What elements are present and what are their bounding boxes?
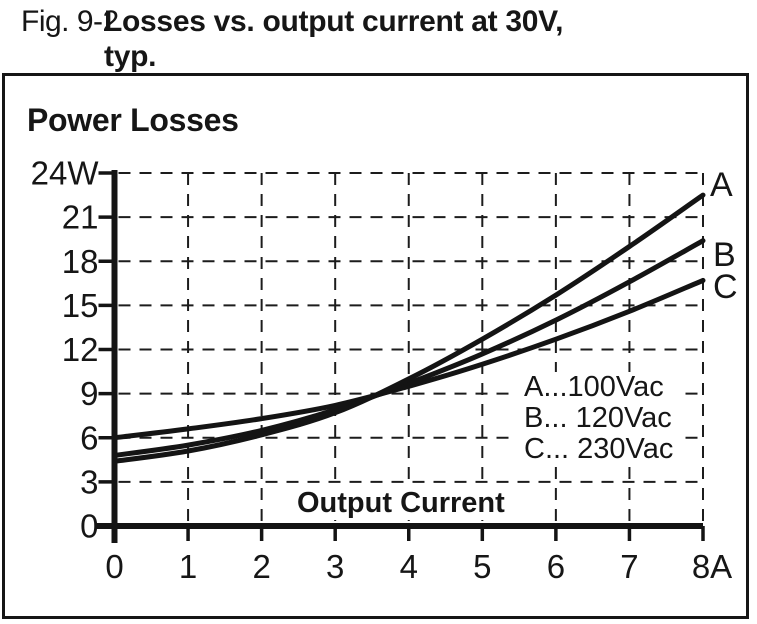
curve-C	[112, 277, 706, 441]
figure-number: Fig. 9-2	[21, 5, 119, 38]
y-tick-label-15: 15	[62, 287, 99, 324]
legend-entry-b: B... 120Vac	[524, 402, 672, 434]
curve-A	[112, 192, 706, 464]
curve-B	[112, 238, 706, 458]
y-tick-label-3: 3	[80, 463, 98, 500]
x-tick-label-5: 5	[473, 548, 491, 585]
x-axis-title: Output Current	[292, 487, 510, 520]
figure-title: Losses vs. output current at 30V, typ.	[104, 4, 563, 74]
figure-title-line2: typ.	[104, 40, 157, 73]
y-axis-title: Power Losses	[27, 102, 239, 138]
legend-entry-a: A...100Vac	[524, 371, 664, 403]
x-tick-label-7: 7	[620, 548, 638, 585]
curve-label-c: C	[713, 268, 738, 306]
x-tick-label-4: 4	[400, 548, 418, 585]
x-tick-label-1: 1	[179, 548, 197, 585]
y-tick-label-12: 12	[62, 331, 99, 368]
figure-title-line1: Losses vs. output current at 30V,	[104, 5, 564, 38]
curve-label-a: A	[710, 166, 733, 204]
y-tick-label-6: 6	[80, 419, 98, 456]
x-tick-label-6: 6	[547, 548, 565, 585]
y-tick-label-18: 18	[62, 243, 99, 280]
x-tick-label-8A: 8A	[692, 548, 732, 585]
legend: A...100Vac B... 120Vac C... 230Vac	[516, 371, 682, 465]
y-tick-label-0: 0	[80, 508, 98, 545]
legend-entry-c: C... 230Vac	[524, 433, 674, 465]
y-tick-label-9: 9	[80, 375, 98, 412]
x-tick-label-3: 3	[326, 548, 344, 585]
x-tick-label-0: 0	[105, 548, 123, 585]
x-tick-label-2: 2	[252, 548, 270, 585]
curve-label-b: B	[713, 236, 736, 274]
y-tick-label-24W: 24W	[31, 155, 100, 192]
y-tick-label-21: 21	[62, 199, 99, 236]
